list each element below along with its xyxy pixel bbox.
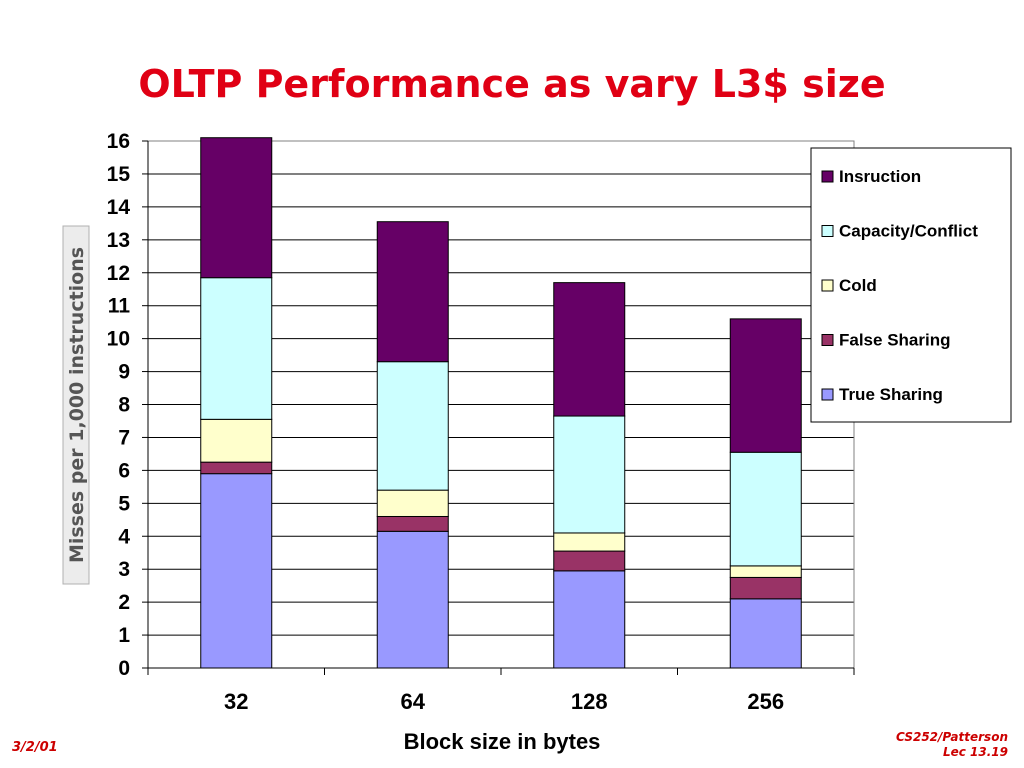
legend: Insruction Capacity/Conflict Cold False Sha… (821, 167, 978, 404)
legend-swatch (821, 279, 834, 292)
y-tick-label: 2 (118, 591, 130, 614)
legend-swatch (821, 388, 834, 401)
x-tick-label: 128 (571, 689, 608, 714)
y-axis-label-box (62, 225, 90, 585)
y-tick-label: 15 (107, 163, 131, 186)
bar-segment-insruction-128 (553, 282, 626, 417)
bar-segment-cold-128 (553, 532, 626, 552)
y-tick-label: 3 (118, 558, 130, 581)
y-tick-label: 11 (108, 295, 131, 318)
y-tick-label: 7 (118, 426, 130, 449)
y-tick-label: 4 (118, 525, 130, 548)
bar-segment-capacity-conflict-128 (553, 415, 626, 534)
x-tick-label: 32 (224, 689, 248, 714)
y-tick-label: 6 (118, 459, 130, 482)
y-tick-label: 16 (107, 130, 130, 153)
bar-segment-true-sharing-32 (200, 473, 273, 669)
legend-label: Capacity/Conflict (839, 222, 978, 241)
y-tick-label: 0 (118, 657, 130, 680)
footer-course-line2: Lec 13.19 (942, 745, 1008, 759)
y-tick-label: 14 (107, 196, 131, 219)
x-tick-label: 64 (401, 689, 426, 714)
legend-label: Cold (839, 276, 877, 295)
bar-segment-cold-64 (376, 489, 449, 517)
bar-segment-false-sharing-256 (729, 576, 802, 600)
y-tick-label: 8 (118, 394, 130, 417)
bar-segment-insruction-32 (200, 137, 273, 279)
bar-segment-true-sharing-256 (729, 598, 802, 669)
bar-segment-false-sharing-64 (376, 515, 449, 532)
slide-title: OLTP Performance as vary L3$ size (138, 62, 886, 106)
y-tick-label: 1 (118, 624, 130, 647)
bar-segment-capacity-conflict-64 (376, 361, 449, 491)
footer-course: CS252/Patterson Lec 13.19 (896, 730, 1008, 760)
bar-segment-true-sharing-64 (376, 530, 449, 669)
legend-label: True Sharing (839, 385, 943, 404)
bar-segment-insruction-256 (729, 318, 802, 453)
y-tick-label: 10 (107, 328, 130, 351)
legend-label: Insruction (839, 167, 921, 186)
legend-swatch (821, 225, 834, 237)
bar-segment-false-sharing-32 (200, 461, 273, 475)
bars (200, 137, 802, 669)
bar-segment-cold-256 (729, 565, 802, 578)
footer-course-line1: CS252/Patterson (895, 730, 1008, 744)
bar-segment-cold-32 (200, 418, 273, 463)
legend-box (810, 147, 1012, 423)
y-axis-label: Misses per 1,000 instructions (66, 247, 88, 563)
legend-swatch (821, 334, 834, 346)
x-axis-label: Block size in bytes (404, 729, 601, 754)
bar-segment-insruction-64 (376, 221, 449, 363)
y-tick-label: 13 (107, 229, 130, 252)
y-tick-label: 12 (107, 262, 130, 285)
bar-segment-capacity-conflict-32 (200, 277, 273, 420)
footer-date: 3/2/01 (12, 740, 58, 755)
x-tick-label: 256 (747, 689, 784, 714)
bar-segment-capacity-conflict-256 (729, 451, 802, 567)
y-tick-label: 5 (118, 492, 130, 515)
axes (142, 140, 855, 675)
legend-swatch (821, 170, 834, 183)
bar-segment-true-sharing-128 (553, 570, 626, 669)
legend-label: False Sharing (839, 331, 950, 350)
bar-segment-false-sharing-128 (553, 550, 626, 572)
y-tick-label: 9 (118, 361, 130, 384)
